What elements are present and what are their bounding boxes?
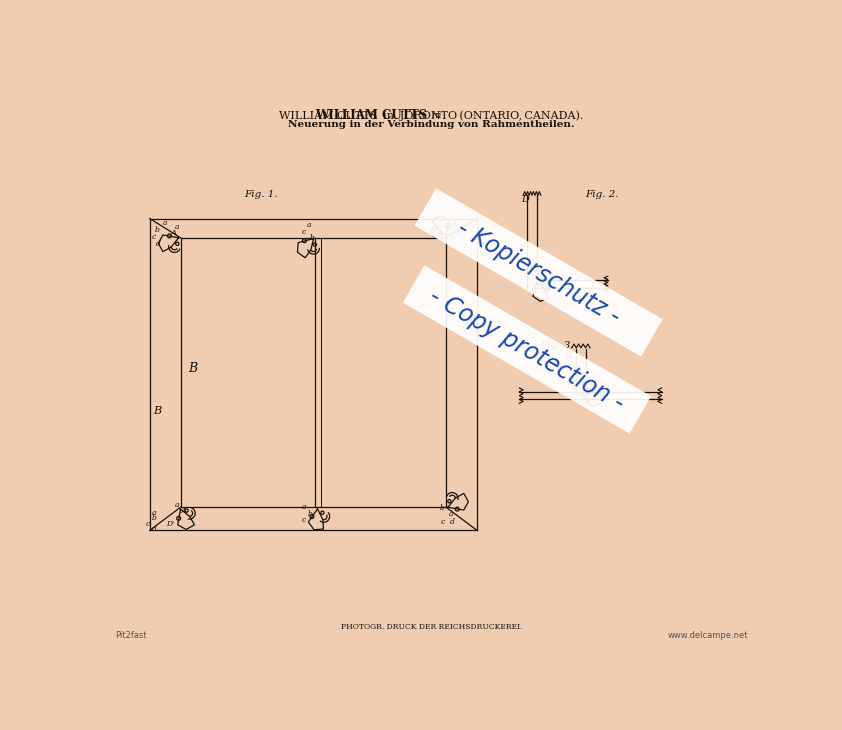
FancyBboxPatch shape	[402, 265, 651, 434]
Text: D': D'	[166, 520, 174, 528]
Text: m: m	[584, 388, 590, 396]
Text: a: a	[444, 221, 448, 229]
Text: c: c	[302, 228, 306, 236]
Text: c: c	[535, 271, 539, 279]
Text: d: d	[451, 221, 456, 229]
Text: Fig. 1.: Fig. 1.	[244, 190, 278, 199]
Text: B: B	[189, 362, 197, 375]
Text: c: c	[301, 516, 306, 524]
Text: WILLIAM CUTTS  in  JORONTO (ONTARIO, CANADA).: WILLIAM CUTTS in JORONTO (ONTARIO, CANAD…	[280, 110, 584, 120]
Text: a: a	[567, 378, 571, 386]
Text: Fig. 3.: Fig. 3.	[540, 341, 573, 350]
Text: D: D	[521, 195, 529, 204]
Text: www.delcampe.net: www.delcampe.net	[668, 631, 748, 640]
Text: d: d	[156, 240, 161, 248]
Text: in: in	[431, 111, 444, 120]
Text: e: e	[589, 384, 593, 392]
Text: d: d	[450, 518, 455, 526]
Text: b: b	[573, 384, 578, 392]
Text: a: a	[174, 223, 179, 231]
Text: c: c	[450, 235, 455, 243]
Text: a: a	[152, 509, 157, 517]
Text: a: a	[302, 503, 306, 511]
Text: b: b	[310, 234, 315, 242]
Text: b: b	[523, 274, 528, 282]
Text: a: a	[306, 221, 312, 229]
Text: c: c	[146, 520, 150, 528]
Text: a: a	[449, 510, 453, 518]
Text: b: b	[440, 504, 445, 512]
Text: d: d	[152, 525, 157, 533]
Text: PHOTOGR. DRUCK DER REICHSDRUCKEREI.: PHOTOGR. DRUCK DER REICHSDRUCKEREI.	[341, 623, 522, 631]
Text: a: a	[175, 502, 179, 510]
Text: A: A	[581, 378, 587, 386]
Text: B: B	[564, 352, 571, 361]
Text: WILLIAM CUTTS: WILLIAM CUTTS	[315, 109, 431, 122]
Text: b: b	[307, 510, 312, 518]
FancyBboxPatch shape	[414, 188, 663, 356]
Text: c: c	[152, 234, 156, 242]
Text: a: a	[540, 277, 545, 285]
Text: a: a	[163, 219, 168, 226]
Text: - Kopierschutz -: - Kopierschutz -	[453, 216, 624, 328]
Text: c: c	[577, 390, 581, 398]
Text: A: A	[170, 229, 177, 237]
Text: B: B	[152, 406, 161, 416]
Text: Neuerung in der Verbindung von Rahmentheilen.: Neuerung in der Verbindung von Rahmenthe…	[288, 120, 575, 129]
Text: b: b	[530, 266, 534, 274]
Text: b: b	[456, 228, 461, 236]
Text: Pit2fast: Pit2fast	[115, 631, 147, 640]
Text: A: A	[180, 507, 187, 515]
Text: b: b	[155, 226, 160, 234]
Text: c: c	[440, 518, 445, 526]
Text: b: b	[152, 515, 157, 523]
Text: - Copy protection -: - Copy protection -	[425, 284, 629, 415]
Text: Fig. 2.: Fig. 2.	[584, 190, 618, 199]
Text: D': D'	[548, 280, 556, 288]
